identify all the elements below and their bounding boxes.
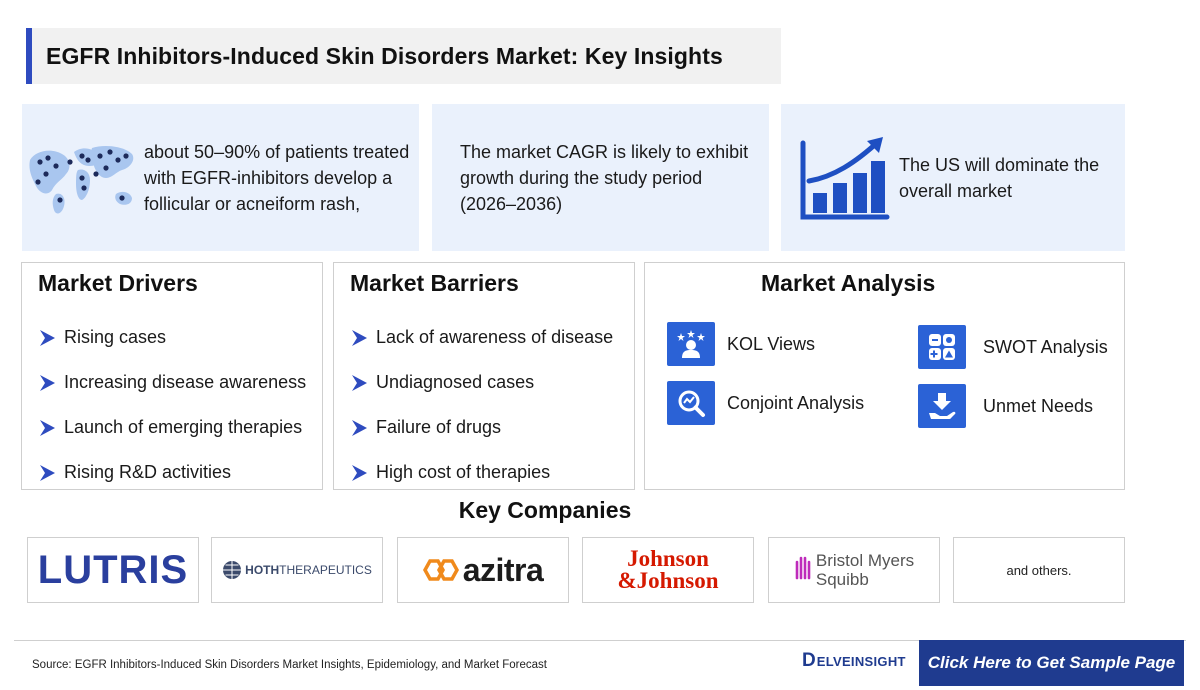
chevron-right-icon (40, 464, 55, 481)
list-item: Undiagnosed cases (350, 360, 613, 405)
azitra-logo-text: azitra (462, 551, 544, 588)
bms-logo-line1: Bristol Myers (815, 551, 915, 570)
delveinsight-logo-text: ELVEINSIGHT (816, 653, 906, 669)
logo-bms: Bristol Myers Squibb (768, 537, 940, 603)
delveinsight-logo-initial: D (802, 650, 816, 671)
list-item: Failure of drugs (350, 405, 613, 450)
bms-logo-line2: Squibb (815, 570, 869, 589)
insight-card-us: The US will dominate the overall market (781, 104, 1125, 251)
insight-text-prevalence: about 50–90% of patients treated with EG… (144, 141, 410, 214)
list-item: Rising R&D activities (38, 450, 306, 495)
conjoint-icon (667, 381, 715, 425)
footer-divider (14, 640, 1186, 641)
bms-mark-icon (795, 556, 811, 580)
list-item: Launch of emerging therapies (38, 405, 306, 450)
hoth-logo-text: HOTH (245, 563, 280, 577)
list-item: Rising cases (38, 315, 306, 360)
jnj-logo-line1: Johnson (627, 546, 709, 571)
logo-azitra: azitra (397, 537, 569, 603)
logo-jnj: Johnson &Johnson (582, 537, 754, 603)
world-map-icon (29, 145, 134, 213)
growth-chart-icon (800, 136, 890, 219)
chevron-right-icon (352, 329, 367, 346)
analysis-item-kol: KOL Views (667, 322, 815, 366)
barrier-label: Lack of awareness of disease (376, 327, 614, 347)
market-barriers-box: Market Barriers Lack of awareness of dis… (333, 262, 635, 490)
market-drivers-box: Market Drivers Rising cases Increasing d… (21, 262, 323, 490)
barrier-label: Failure of drugs (376, 417, 502, 437)
logo-hoth: HOTH THERAPEUTICS (211, 537, 383, 603)
unmet-needs-icon (918, 384, 966, 428)
chevron-right-icon (40, 329, 55, 346)
analysis-item-conjoint: Conjoint Analysis (667, 381, 864, 425)
market-analysis-box: Market Analysis KOL Views (644, 262, 1125, 490)
insight-card-prevalence: about 50–90% of patients treated with EG… (22, 104, 419, 251)
sample-page-button[interactable]: Click Here to Get Sample Page (919, 640, 1184, 686)
hoth-logo-subtext: THERAPEUTICS (279, 563, 372, 577)
lutris-logo-text: LUTRIS (37, 547, 189, 592)
driver-label: Increasing disease awareness (64, 372, 307, 392)
analysis-label: KOL Views (727, 333, 816, 354)
list-item: Lack of awareness of disease (350, 315, 613, 360)
analysis-label: SWOT Analysis (983, 336, 1108, 357)
globe-icon (223, 561, 242, 579)
swot-icon (918, 325, 966, 369)
analysis-item-unmet: Unmet Needs (918, 384, 1093, 428)
analysis-label: Conjoint Analysis (727, 392, 865, 413)
chevron-right-icon (352, 374, 367, 391)
market-drivers-heading: Market Drivers (38, 270, 198, 296)
jnj-logo-line2: &Johnson (617, 568, 719, 593)
analysis-item-swot: SWOT Analysis (918, 325, 1108, 369)
list-item: Increasing disease awareness (38, 360, 306, 405)
driver-label: Rising cases (64, 327, 167, 347)
insight-card-cagr: The market CAGR is likely to exhibit gro… (432, 104, 769, 251)
source-note: Source: EGFR Inhibitors-Induced Skin Dis… (32, 659, 547, 671)
barrier-label: Undiagnosed cases (376, 372, 535, 392)
market-analysis-heading: Market Analysis (761, 270, 936, 296)
insight-text-cagr: The market CAGR is likely to exhibit gro… (460, 141, 749, 214)
page-title: EGFR Inhibitors-Induced Skin Disorders M… (46, 42, 723, 69)
list-item: High cost of therapies (350, 450, 613, 495)
logo-others: and others. (953, 537, 1125, 603)
title-bar: EGFR Inhibitors-Induced Skin Disorders M… (26, 28, 781, 84)
logo-lutris: LUTRIS (27, 537, 199, 603)
chevron-right-icon (40, 419, 55, 436)
delveinsight-logo: D ELVEINSIGHT (802, 650, 906, 672)
kol-icon (667, 322, 715, 366)
chevron-right-icon (352, 464, 367, 481)
sample-page-button-label: Click Here to Get Sample Page (927, 653, 1176, 672)
driver-label: Launch of emerging therapies (64, 417, 303, 437)
insight-text-us: The US will dominate the overall market (899, 154, 1100, 201)
key-companies-heading: Key Companies (458, 497, 632, 523)
hexagon-icon (422, 559, 459, 581)
chevron-right-icon (352, 419, 367, 436)
chevron-right-icon (40, 374, 55, 391)
market-barriers-heading: Market Barriers (350, 270, 519, 296)
others-text: and others. (1006, 562, 1072, 578)
driver-label: Rising R&D activities (64, 462, 232, 482)
analysis-label: Unmet Needs (983, 395, 1094, 416)
barrier-label: High cost of therapies (376, 462, 551, 482)
